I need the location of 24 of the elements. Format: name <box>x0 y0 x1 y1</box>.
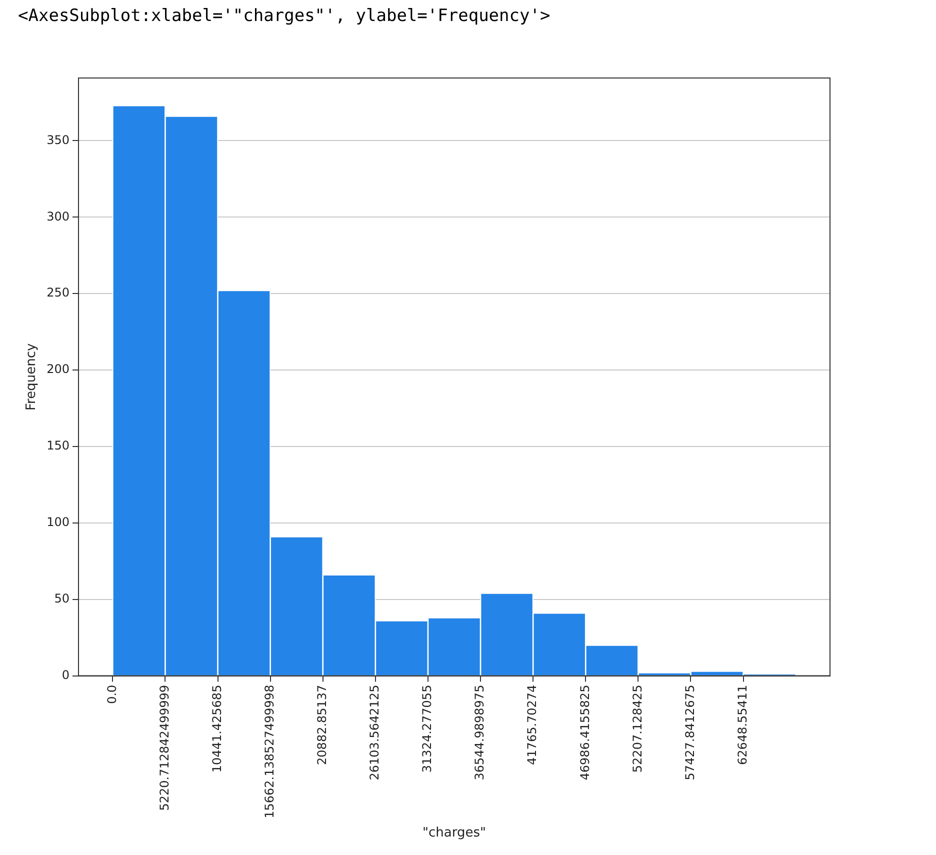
y-axis-title: Frequency <box>24 343 40 410</box>
x-tick-label: 62648.55411 <box>735 684 750 765</box>
x-tick-label: 46986.4155825 <box>578 684 592 780</box>
y-tick-label: 300 <box>46 209 70 224</box>
x-tick-label: 41765.70274 <box>525 684 540 765</box>
x-tick-label: 0.0 <box>104 684 119 704</box>
y-tick-label: 0 <box>62 668 70 682</box>
y-tick-label: 200 <box>46 362 70 376</box>
x-axis-title: "charges" <box>422 826 486 841</box>
x-tick-label: 57427.8412675 <box>682 684 697 780</box>
x-tick-label: 20882.85137 <box>314 684 329 765</box>
x-tick-label: 26103.5642125 <box>368 684 382 780</box>
y-tick-label: 350 <box>46 132 70 147</box>
y-tick-label: 100 <box>46 515 70 530</box>
text: <AxesSubplot:xlabel='"charges"', ylabel='Frequency'> <box>18 6 550 26</box>
x-tick-label: 5220.712842499999 <box>157 684 172 811</box>
x-tick-label: 10441.425685 <box>210 684 224 773</box>
x-tick-label: 36544.9898975 <box>472 684 487 780</box>
y-tick-label: 250 <box>46 286 70 300</box>
y-tick-label: 150 <box>46 438 70 453</box>
x-tick-label: 52207.128425 <box>630 684 644 773</box>
x-tick-label: 15662.138527499998 <box>262 684 276 818</box>
y-tick-label: 50 <box>54 591 70 606</box>
x-tick-label: 31324.277055 <box>420 684 434 773</box>
